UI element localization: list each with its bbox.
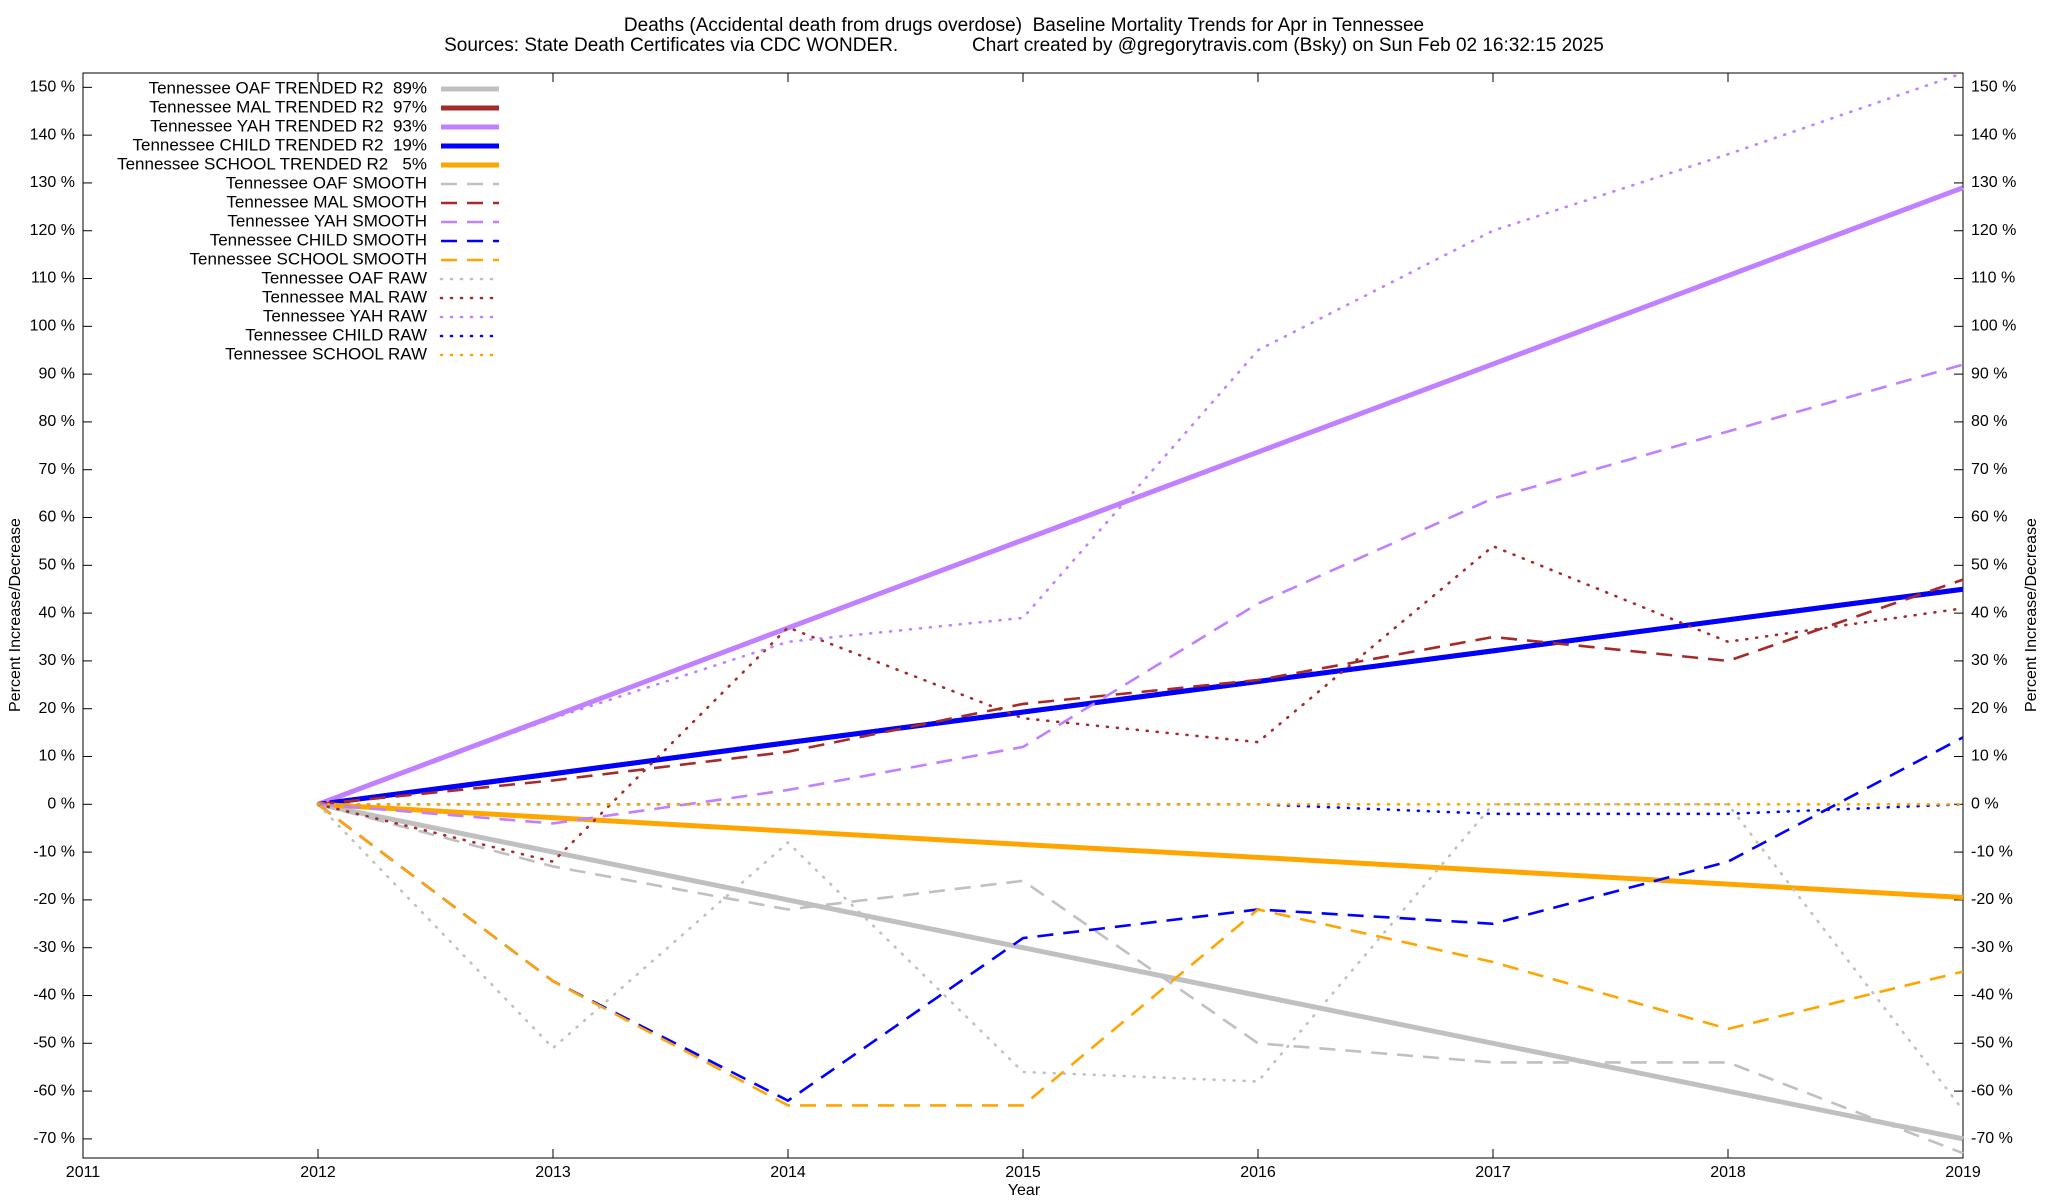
y-tick-label: 10 %: [39, 748, 75, 765]
y-tick-label: 100 %: [30, 318, 75, 335]
y2-tick-label: -60 %: [1971, 1082, 2013, 1099]
y2-tick-label: 40 %: [1971, 604, 2007, 621]
x-tick-label: 2016: [1240, 1164, 1276, 1181]
y-tick-label: 110 %: [31, 270, 75, 287]
x-tick-label: 2019: [1945, 1164, 1981, 1181]
series-line: [317, 803, 1964, 1107]
series-line: [316, 803, 1965, 1112]
y-tick-label: 60 %: [39, 509, 75, 526]
series-line: [317, 586, 1964, 807]
legend-label: Tennessee MAL SMOOTH: [226, 192, 427, 211]
y-tick-label: 50 %: [39, 557, 75, 574]
legend-label: Tennessee MAL RAW: [262, 287, 427, 306]
y2-axis-label: Percent Increase/Decrease: [2023, 518, 2040, 712]
y-tick-label: 20 %: [39, 700, 75, 717]
series-line: [317, 803, 1964, 1155]
y2-tick-label: 0 %: [1971, 796, 1999, 813]
series-line: [317, 736, 1964, 1103]
y-tick-label: -70 %: [33, 1130, 75, 1147]
y2-tick-label: 80 %: [1971, 413, 2007, 430]
series-line: [316, 803, 1965, 816]
legend-label: Tennessee YAH TRENDED R2 93%: [150, 116, 427, 135]
x-tick-label: 2011: [66, 1164, 101, 1181]
x-axis-label: Year: [1008, 1182, 1041, 1199]
y-tick-label: 80 %: [39, 413, 75, 430]
y2-tick-label: -50 %: [1971, 1035, 2013, 1052]
x-tick-label: 2017: [1475, 1164, 1511, 1181]
y-tick-label: 0 %: [47, 796, 75, 813]
y-tick-label: 130 %: [30, 174, 75, 191]
y-tick-label: 30 %: [39, 652, 75, 669]
series-line: [317, 801, 1964, 1142]
y-tick-label: -50 %: [33, 1035, 75, 1052]
y2-tick-label: -20 %: [1971, 891, 2013, 908]
y2-tick-label: -70 %: [1971, 1130, 2013, 1147]
chart-title: Deaths (Accidental death from drugs over…: [624, 15, 1424, 36]
y-tick-label: 40 %: [39, 604, 75, 621]
x-tick-label: 2013: [535, 1164, 571, 1181]
y2-tick-label: 10 %: [1971, 748, 2007, 765]
y2-tick-label: 70 %: [1971, 461, 2007, 478]
legend-label: Tennessee OAF SMOOTH: [226, 173, 427, 192]
legend-label: Tennessee OAF RAW: [261, 268, 427, 287]
legend-label: Tennessee CHILD RAW: [245, 325, 427, 344]
y2-tick-label: 150 %: [1971, 79, 2016, 96]
legend-label: Tennessee SCHOOL SMOOTH: [190, 249, 427, 268]
x-tick-label: 2015: [1005, 1164, 1041, 1181]
series-line: [317, 801, 1964, 900]
y2-tick-label: 90 %: [1971, 365, 2007, 382]
y-tick-label: 140 %: [30, 126, 75, 143]
legend-label: Tennessee CHILD TRENDED R2 19%: [133, 135, 427, 154]
legend-label: Tennessee CHILD SMOOTH: [210, 230, 427, 249]
y-tick-label: -10 %: [33, 843, 75, 860]
legend-label: Tennessee MAL TRENDED R2 97%: [149, 97, 427, 116]
x-tick-label: 2018: [1710, 1164, 1746, 1181]
x-tick-label: 2012: [300, 1164, 336, 1181]
series-line: [317, 185, 1964, 807]
y-tick-label: 150 %: [30, 79, 75, 96]
y2-tick-label: 100 %: [1971, 318, 2016, 335]
legend-label: Tennessee SCHOOL RAW: [225, 344, 427, 363]
series-line: [317, 578, 1964, 806]
y-tick-label: -20 %: [33, 891, 75, 908]
y-tick-label: -60 %: [33, 1082, 75, 1099]
y2-tick-label: 110 %: [1971, 270, 2015, 287]
legend-label: Tennessee SCHOOL TRENDED R2 5%: [117, 154, 427, 173]
legend-label: Tennessee YAH RAW: [263, 306, 427, 325]
legend-label: Tennessee OAF TRENDED R2 89%: [149, 78, 427, 97]
series-line: [316, 544, 1965, 864]
y2-tick-label: -40 %: [1971, 987, 2013, 1004]
y2-tick-label: -30 %: [1971, 939, 2013, 956]
legend-label: Tennessee YAH SMOOTH: [227, 211, 427, 230]
y2-tick-label: 30 %: [1971, 652, 2007, 669]
y2-tick-label: 140 %: [1971, 126, 2016, 143]
y-axis-label: Percent Increase/Decrease: [7, 518, 24, 712]
y-tick-label: 70 %: [39, 461, 75, 478]
series-line: [317, 363, 1964, 825]
y-tick-label: -40 %: [33, 987, 75, 1004]
y2-tick-label: -10 %: [1971, 843, 2013, 860]
x-tick-label: 2014: [770, 1164, 806, 1181]
y-tick-label: 90 %: [39, 365, 75, 382]
y-tick-label: -30 %: [33, 939, 75, 956]
series-line: [316, 71, 1965, 806]
y2-tick-label: 120 %: [1971, 222, 2016, 239]
y2-tick-label: 60 %: [1971, 509, 2007, 526]
chart-subtitle: Sources: State Death Certificates via CD…: [444, 35, 1604, 56]
y2-tick-label: 20 %: [1971, 700, 2007, 717]
y2-tick-label: 130 %: [1971, 174, 2016, 191]
y2-tick-label: 50 %: [1971, 557, 2007, 574]
y-tick-label: 120 %: [30, 222, 75, 239]
